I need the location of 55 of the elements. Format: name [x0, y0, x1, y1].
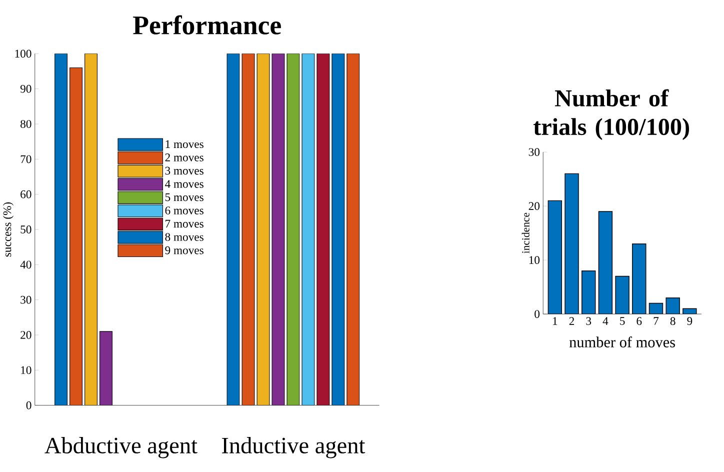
bar	[582, 270, 596, 314]
bar	[302, 53, 315, 406]
x-tick-label: Abductive agent	[44, 436, 198, 458]
y-tick-label: 30	[528, 148, 540, 156]
y-tick-label: 90	[20, 84, 32, 93]
bar	[632, 243, 646, 314]
x-tick-label: 3	[586, 316, 592, 325]
y-tick-label: 100	[15, 50, 32, 58]
y-tick-label: 0	[534, 310, 540, 318]
legend-label: 7 moves	[166, 220, 204, 228]
bar	[54, 53, 68, 406]
x-tick-label: 2	[569, 316, 574, 325]
bar	[226, 53, 240, 406]
bar	[100, 330, 112, 406]
y-axis-title: incidence	[522, 212, 530, 254]
legend-label: 8 moves	[165, 232, 204, 241]
bar	[598, 210, 613, 314]
legend-label: 9 moves	[165, 246, 204, 254]
bar	[70, 67, 82, 406]
chart-title: Performance	[133, 15, 281, 34]
x-tick-label: 8	[670, 316, 676, 325]
x-axis-title: number of moves	[569, 336, 675, 348]
y-tick-label: 50	[20, 225, 32, 234]
legend-label: 4 moves	[164, 180, 204, 188]
x-tick-label: 1	[553, 316, 558, 325]
legend-label: 3 moves	[165, 166, 204, 174]
y-tick-label: 60	[20, 190, 32, 198]
y-tick-label: 10	[21, 366, 32, 374]
chart-title: Number of trials (100/100)	[533, 89, 690, 140]
x-tick-label: Inductive agent	[222, 436, 366, 458]
y-tick-label: 40	[20, 260, 32, 268]
y-tick-label: 20	[20, 330, 32, 339]
bar	[346, 53, 360, 406]
y-tick-label: 70	[20, 155, 32, 163]
legend-label: 6 moves	[165, 206, 204, 214]
bar	[272, 53, 285, 406]
bar	[242, 53, 255, 406]
x-tick-label: 6	[636, 316, 642, 325]
y-tick-label: 0	[26, 401, 32, 410]
bar	[84, 53, 98, 406]
legend-label: 5 moves	[165, 193, 204, 201]
x-tick-label: 9	[687, 316, 692, 325]
y-tick-label: 10	[529, 256, 540, 264]
legend-label: 1 moves	[166, 140, 204, 148]
x-tick-label: 4	[602, 316, 608, 325]
y-tick-label: 20	[528, 202, 540, 210]
legend-label: 2 moves	[165, 153, 204, 162]
x-tick-label: 7	[654, 316, 659, 325]
bar	[615, 276, 630, 314]
bar	[548, 200, 562, 314]
bar	[564, 173, 579, 314]
x-tick-label: 5	[620, 316, 625, 325]
y-tick-label: 30	[20, 296, 32, 304]
y-tick-label: 80	[20, 120, 32, 128]
y-axis-title: success (%)	[2, 202, 14, 256]
